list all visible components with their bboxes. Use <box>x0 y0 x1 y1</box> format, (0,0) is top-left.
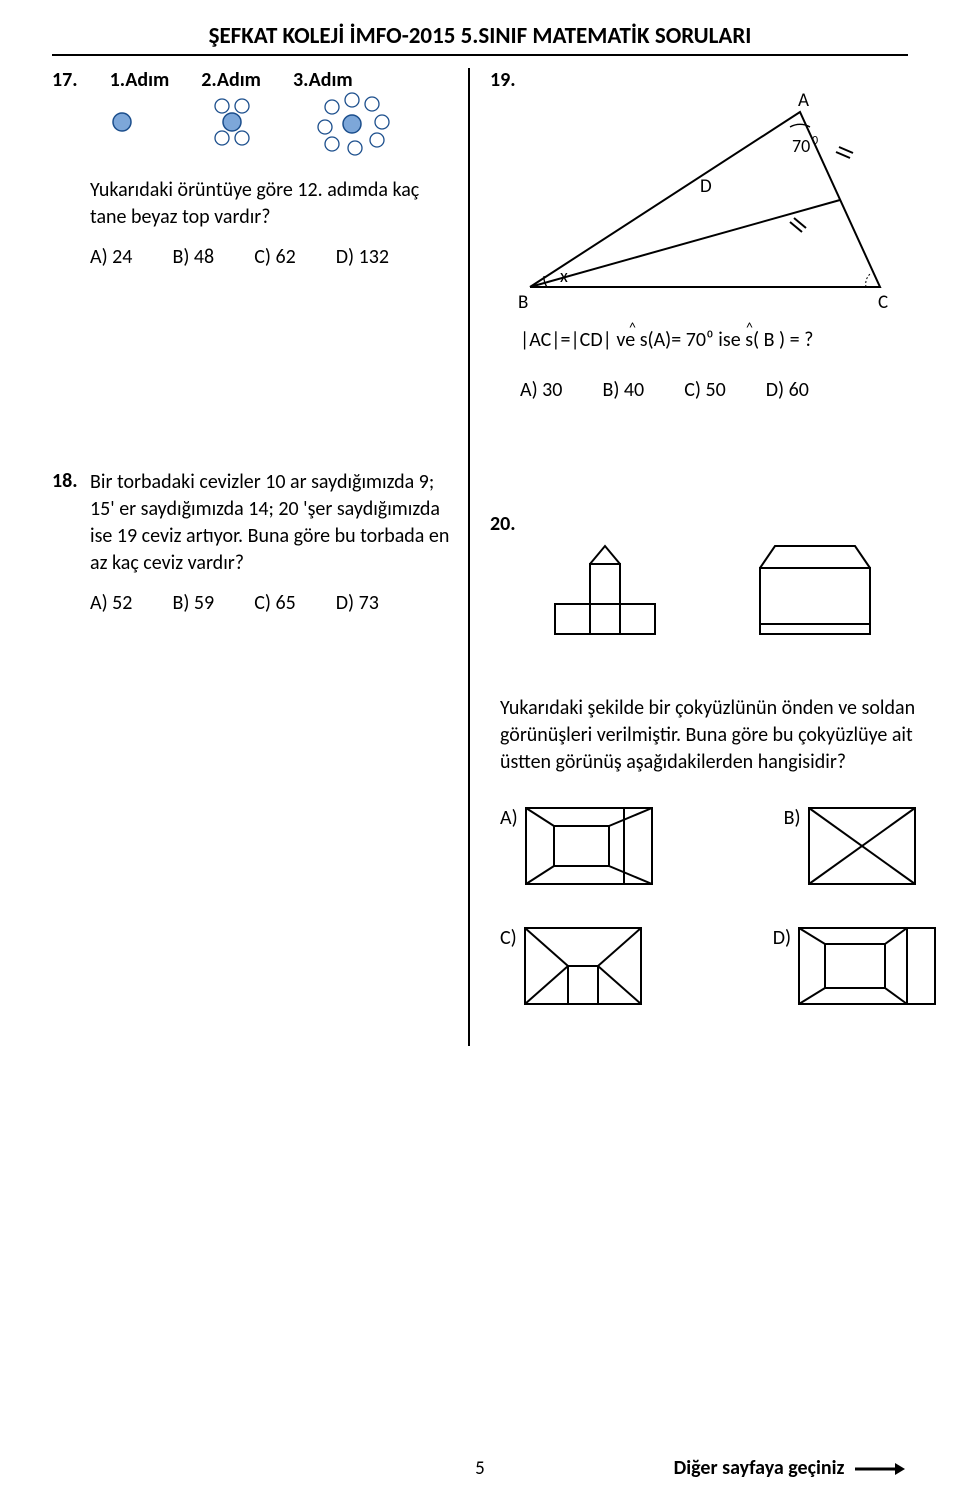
q18-opt-d: D) 73 <box>336 591 379 615</box>
page-header: ŞEFKAT KOLEJİ İMFO-2015 5.SINIF MATEMATİ… <box>52 22 908 56</box>
q17-text-2: tane beyaz top vardır? <box>90 204 452 231</box>
svg-text:B: B <box>518 291 528 314</box>
svg-text:C: C <box>878 291 888 314</box>
q19-opt-a: A) 30 <box>520 378 562 402</box>
q20-diagram-c <box>523 926 643 1006</box>
question-18: 18. Bir torbadaki cevizler 10 ar saydığı… <box>52 469 452 615</box>
svg-text:A: A <box>798 92 809 112</box>
svg-text:0: 0 <box>812 134 818 148</box>
q20-number: 20. <box>490 512 516 536</box>
q17-pattern-diagram <box>92 92 452 162</box>
arrow-icon <box>855 1462 905 1476</box>
svg-text:D: D <box>700 175 712 198</box>
q20-opt-b: B) <box>784 806 801 830</box>
q17-opt-d: D) 132 <box>336 245 389 269</box>
q20-opt-a: A) <box>500 806 518 830</box>
q19-opt-c: C) 50 <box>684 378 726 402</box>
q17-opt-a: A) 24 <box>90 245 132 269</box>
footer-text: Diğer sayfaya geçiniz <box>674 1456 845 1480</box>
q18-opt-c: C) 65 <box>254 591 296 615</box>
q17-step2-label: 2.Adım <box>201 68 261 92</box>
q19-triangle-diagram: D A B C 70 0 x <box>490 92 890 322</box>
q20-opt-c: C) <box>500 926 517 950</box>
q17-number: 17. <box>52 68 78 92</box>
q18-opt-a: A) 52 <box>90 591 132 615</box>
q17-opt-c: C) 62 <box>254 245 296 269</box>
q17-step1-label: 1.Adım <box>110 68 170 92</box>
q19-number: 19. <box>490 68 516 92</box>
q20-diagram-d <box>797 926 937 1006</box>
q17-step3-label: 3.Adım <box>293 68 353 92</box>
q17-opt-b: B) 48 <box>172 245 214 269</box>
question-20: 20. <box>490 512 918 1006</box>
q20-opt-d: D) <box>773 926 791 950</box>
q20-text: Yukarıdaki şekilde bir çokyüzlünün önden… <box>500 696 915 774</box>
q18-text: Bir torbadaki cevizler 10 ar saydığımızd… <box>90 469 452 577</box>
q19-opt-b: B) 40 <box>602 378 644 402</box>
q20-views-diagram <box>500 536 900 676</box>
question-17: 17. 1.Adım 2.Adım 3.Adım <box>52 68 452 269</box>
q19-text: |AC|=|CD| ve s(A)= 70⁰ ise s( B ) = ? <box>520 328 813 352</box>
q18-number: 18. <box>52 469 90 493</box>
footer: Diğer sayfaya geçiniz <box>0 1456 960 1480</box>
svg-text:x: x <box>560 265 568 287</box>
q20-diagram-a <box>524 806 654 886</box>
q20-diagram-b <box>807 806 917 886</box>
q18-opt-b: B) 59 <box>172 591 214 615</box>
svg-text:70: 70 <box>792 135 810 157</box>
q17-text-1: Yukarıdaki örüntüye göre 12. adımda kaç <box>90 177 452 204</box>
question-19: 19. D A B C 70 0 x <box>490 68 918 402</box>
q19-opt-d: D) 60 <box>766 378 809 402</box>
